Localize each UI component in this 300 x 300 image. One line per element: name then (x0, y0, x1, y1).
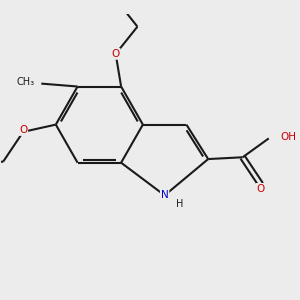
Text: N: N (161, 190, 169, 200)
Text: O: O (257, 184, 265, 194)
Text: OH: OH (280, 132, 296, 142)
Text: O: O (112, 49, 120, 59)
Text: H: H (176, 200, 183, 209)
Text: O: O (19, 125, 27, 135)
Text: CH₃: CH₃ (16, 77, 35, 87)
